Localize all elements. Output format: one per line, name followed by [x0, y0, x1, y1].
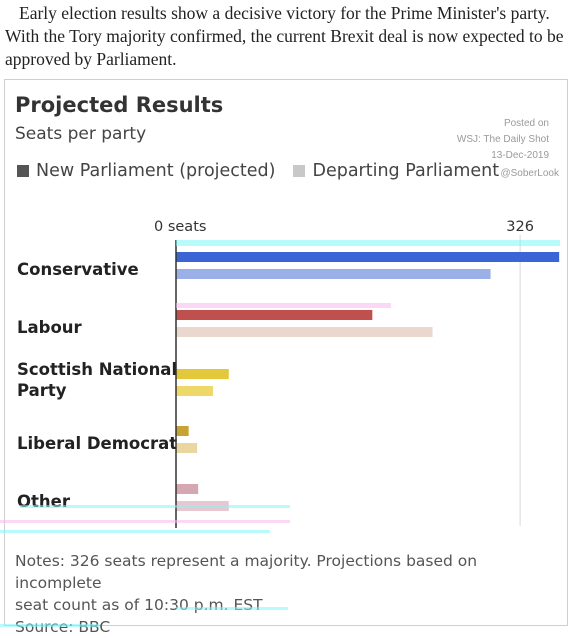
x-tick-label: 326	[506, 219, 534, 235]
glitch-streak	[176, 607, 288, 610]
glitch-streak	[176, 303, 391, 308]
bar-new-parliament	[176, 252, 560, 262]
source-stamp: Posted on WSJ: The Daily Shot 13-Dec-201…	[456, 116, 559, 179]
legend-swatch-new	[17, 165, 29, 177]
category-label: Conservative	[17, 260, 139, 279]
notes-line-1: Notes: 326 seats represent a majority. P…	[15, 552, 478, 592]
glitch-streak	[176, 240, 560, 246]
bar-new-parliament	[176, 426, 189, 436]
chart-card: Projected Results Seats per party Posted…	[4, 79, 568, 636]
bar-departing-parliament	[176, 386, 213, 396]
legend-item-new: New Parliament (projected)	[17, 161, 275, 181]
bar-new-parliament	[176, 369, 229, 379]
bar-departing-parliament	[176, 269, 491, 279]
source-stamp-line-1: Posted on	[503, 118, 549, 129]
source-stamp-line-3: 13-Dec-2019	[491, 150, 549, 161]
source-stamp-line-2: WSJ: The Daily Shot	[456, 134, 549, 145]
glitch-streak	[0, 624, 100, 627]
glitch-streak	[0, 530, 270, 533]
bar-new-parliament	[176, 484, 199, 494]
category-label: Labour	[17, 318, 83, 337]
glitch-streak	[20, 505, 290, 508]
legend-item-departing: Departing Parliament	[293, 161, 499, 181]
chart-title: Projected Results	[15, 93, 224, 117]
chart-legend: New Parliament (projected) Departing Par…	[17, 161, 517, 181]
legend-label-new: New Parliament (projected)	[36, 161, 276, 181]
category-label: Liberal Democrat	[17, 434, 177, 453]
intro-paragraph: Early election results show a decisive v…	[5, 3, 564, 69]
category-label: Party	[17, 381, 67, 400]
bar-new-parliament	[176, 310, 373, 320]
chart-subtitle: Seats per party	[15, 124, 147, 144]
source-stamp-handle: @SoberLook	[500, 168, 559, 179]
category-label: Scottish National	[17, 360, 177, 379]
legend-swatch-departing	[293, 165, 306, 177]
bar-departing-parliament	[176, 327, 433, 337]
legend-label-departing: Departing Parliament	[312, 161, 500, 181]
category-label: Other	[17, 492, 71, 511]
glitch-streak	[0, 520, 290, 523]
bar-departing-parliament	[176, 443, 198, 453]
x-tick-label: 0 seats	[154, 219, 206, 235]
